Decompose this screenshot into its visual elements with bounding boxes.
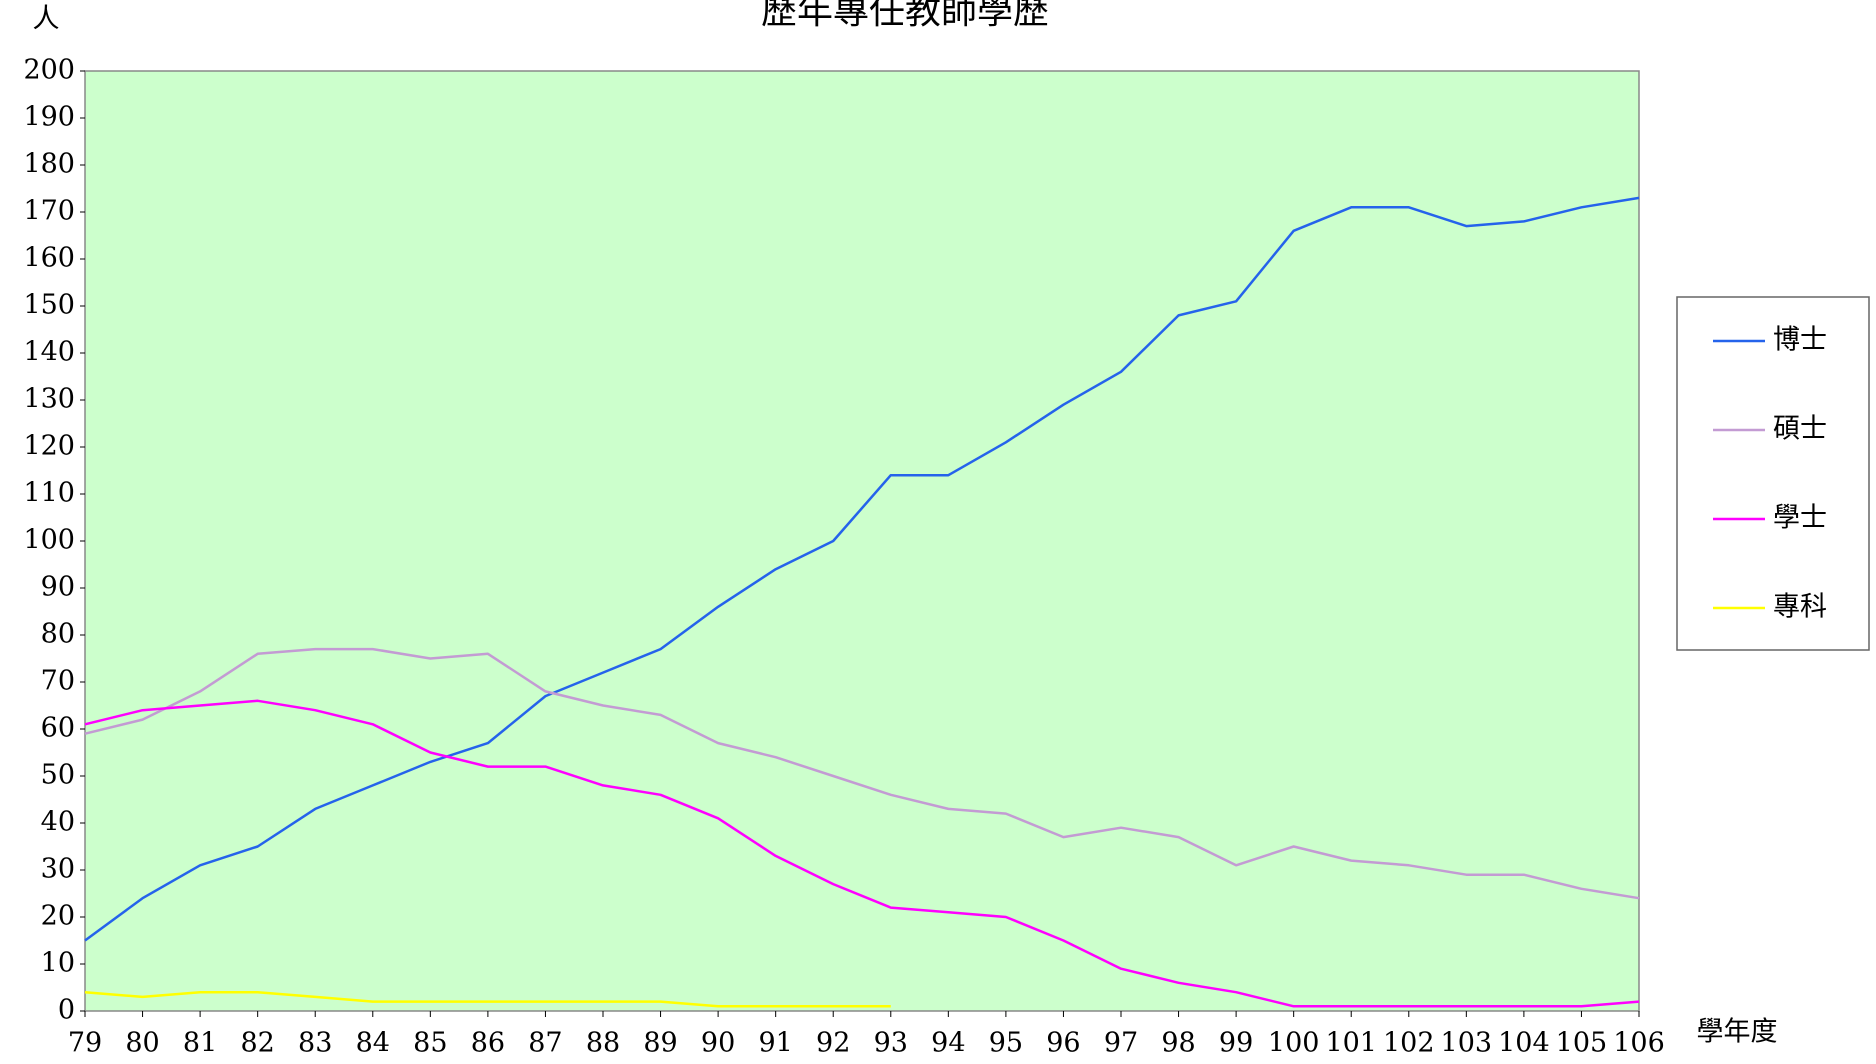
x-tick-label: 103 — [1441, 1028, 1493, 1059]
y-tick-label: 0 — [58, 995, 75, 1026]
y-axis-label: 人 — [33, 4, 60, 35]
x-tick-label: 92 — [816, 1028, 850, 1059]
x-tick-label: 93 — [874, 1028, 908, 1059]
y-tick-label: 160 — [23, 243, 75, 274]
y-tick-label: 120 — [23, 431, 75, 462]
y-tick-label: 90 — [41, 572, 75, 603]
y-tick-label: 50 — [41, 760, 75, 791]
x-tick-label: 86 — [471, 1028, 505, 1059]
y-tick-label: 40 — [41, 807, 75, 838]
plot-area — [84, 70, 1640, 1012]
legend-label: 碩士 — [1773, 414, 1827, 445]
x-tick-label: 96 — [1046, 1028, 1080, 1059]
chart-title: 歷年專任教師學歷 — [761, 0, 1049, 32]
y-tick-label: 70 — [41, 666, 75, 697]
data-line — [84, 990, 891, 1008]
y-tick-label: 60 — [41, 713, 75, 744]
legend-label: 學士 — [1773, 503, 1827, 534]
legend-label: 博士 — [1773, 325, 1827, 356]
x-tick-label: 89 — [643, 1028, 677, 1059]
y-tick-label: 150 — [23, 290, 75, 321]
x-tick-label: 87 — [528, 1028, 562, 1059]
y-tick-label: 190 — [23, 102, 75, 133]
x-tick-label: 90 — [701, 1028, 735, 1059]
x-tick-label: 82 — [240, 1028, 274, 1059]
y-tick-label: 30 — [41, 854, 75, 885]
x-tick-label: 101 — [1325, 1028, 1377, 1059]
y-tick-label: 200 — [23, 55, 75, 86]
x-tick-label: 81 — [183, 1028, 217, 1059]
x-tick-label: 94 — [931, 1028, 965, 1059]
data-line — [84, 196, 1640, 942]
y-tick-label: 130 — [23, 384, 75, 415]
y-tick-label: 140 — [23, 337, 75, 368]
legend-label: 專科 — [1773, 592, 1827, 623]
x-tick-label: 98 — [1161, 1028, 1195, 1059]
y-tick-label: 20 — [41, 901, 75, 932]
legend-box — [1676, 296, 1870, 651]
x-tick-label: 99 — [1219, 1028, 1253, 1059]
x-tick-label: 106 — [1613, 1028, 1665, 1059]
y-tick-label: 10 — [41, 948, 75, 979]
y-tick-label: 180 — [23, 149, 75, 180]
x-tick-label: 100 — [1268, 1028, 1320, 1059]
x-tick-label: 97 — [1104, 1028, 1138, 1059]
x-tick-label: 95 — [989, 1028, 1023, 1059]
x-tick-label: 80 — [125, 1028, 159, 1059]
x-tick-label: 84 — [356, 1028, 390, 1059]
x-tick-label: 102 — [1383, 1028, 1435, 1059]
x-tick-label: 91 — [758, 1028, 792, 1059]
x-tick-label: 85 — [413, 1028, 447, 1059]
x-tick-label: 88 — [586, 1028, 620, 1059]
y-tick-label: 100 — [23, 525, 75, 556]
y-tick-label: 170 — [23, 196, 75, 227]
x-tick-label: 83 — [298, 1028, 332, 1059]
data-line — [84, 647, 1640, 900]
y-tick-label: 80 — [41, 619, 75, 650]
x-tick-label: 105 — [1556, 1028, 1608, 1059]
x-axis-label: 學年度 — [1697, 1017, 1778, 1048]
data-line — [84, 699, 1640, 1008]
x-tick-label: 79 — [68, 1028, 102, 1059]
x-tick-label: 104 — [1498, 1028, 1550, 1059]
y-tick-label: 110 — [23, 478, 75, 509]
